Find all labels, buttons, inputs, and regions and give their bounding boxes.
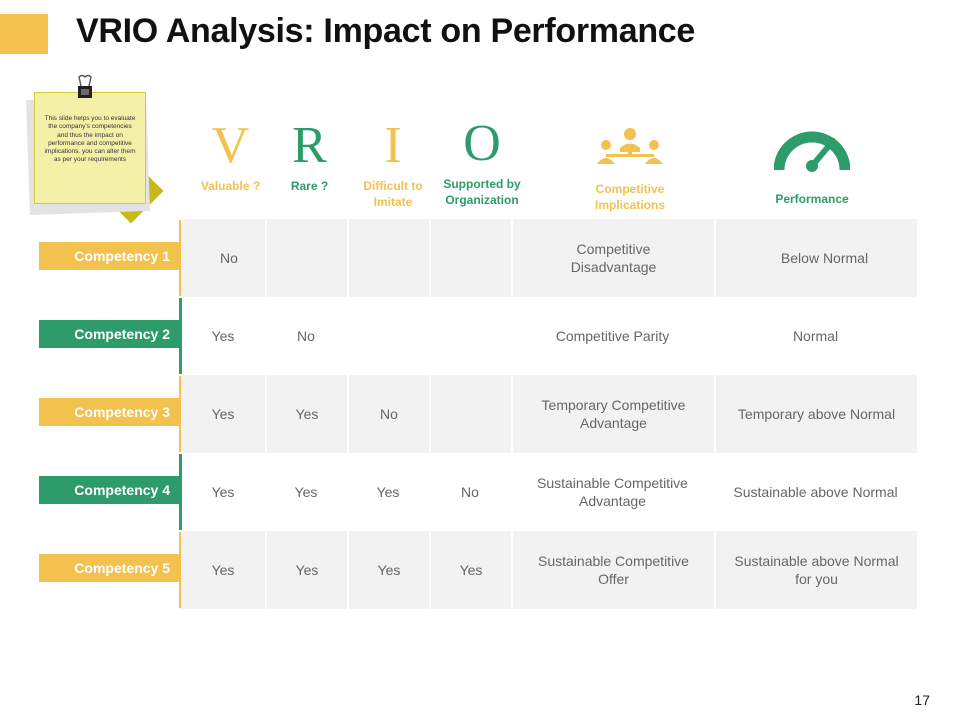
letter-o: O <box>463 115 501 172</box>
header-imitate-label: Difficult to Imitate <box>363 179 423 209</box>
cell-valuable: Yes <box>211 328 235 344</box>
team-icon <box>597 128 663 164</box>
cell-implication: Temporary Competitive Advantage <box>511 375 714 453</box>
cell-organization <box>429 219 511 297</box>
cell-implication: Sustainable Competitive Advantage <box>537 475 688 509</box>
cell-valuable: Yes <box>211 484 235 500</box>
cell-rare: Yes <box>294 484 318 500</box>
competency-3-label: Competency 3 <box>39 398 180 426</box>
row-line-3 <box>179 376 182 452</box>
header-imitate: I Difficult to Imitate <box>353 120 433 210</box>
letter-r: R <box>292 117 327 174</box>
competency-4-label: Competency 4 <box>39 476 180 504</box>
cell-valuable: Yes <box>211 562 235 578</box>
header-rare-label: Rare ? <box>290 179 329 193</box>
header-implications: Competitive Implications <box>580 126 680 213</box>
header-organization-label: Supported by Organization <box>443 177 521 207</box>
cell-valuable: No <box>220 250 238 266</box>
cell-implication: Competitive Disadvantage <box>511 219 714 297</box>
cell-organization <box>429 297 511 375</box>
cell-rare: No <box>297 328 315 344</box>
header-performance: Performance <box>760 130 864 207</box>
header-organization: O Supported by Organization <box>432 118 532 208</box>
row-line-4 <box>179 454 182 530</box>
cell-valuable: Yes <box>211 406 235 422</box>
cell-implication: Competitive Parity <box>555 328 670 344</box>
cell-organization: No <box>461 484 479 500</box>
cell-imitate <box>347 297 429 375</box>
competency-2-label: Competency 2 <box>39 320 180 348</box>
cell-rare <box>265 219 347 297</box>
cell-imitate: Yes <box>347 531 429 609</box>
header-rare: R Rare ? <box>272 120 347 194</box>
cell-imitate: Yes <box>376 484 400 500</box>
cell-organization: Yes <box>429 531 511 609</box>
competency-5-label: Competency 5 <box>39 554 180 582</box>
letter-i: I <box>384 117 402 174</box>
title-accent-block <box>0 14 48 54</box>
row-line-1 <box>179 220 182 296</box>
cell-rare: Yes <box>265 375 347 453</box>
row-line-2 <box>179 298 182 374</box>
binder-clip-icon <box>78 74 92 98</box>
table-row: Yes Yes Yes Yes Sustainable Competitive … <box>181 531 917 609</box>
cell-performance: Normal <box>792 328 839 344</box>
cell-performance: Sustainable above Normal for you <box>714 531 917 609</box>
page-number: 17 <box>914 692 930 708</box>
cell-organization <box>429 375 511 453</box>
header-performance-label: Performance <box>775 192 849 206</box>
cell-implication: Sustainable Competitive Offer <box>511 531 714 609</box>
page-title: VRIO Analysis: Impact on Performance <box>76 12 696 50</box>
cell-imitate: No <box>347 375 429 453</box>
table-row: Yes No Competitive Parity Normal <box>181 297 917 375</box>
table-row: Yes Yes Yes No Sustainable Competitive A… <box>181 453 917 531</box>
cell-performance: Sustainable above Normal <box>733 484 898 500</box>
header-valuable: V Valuable ? <box>193 120 268 194</box>
competency-1-label: Competency 1 <box>39 242 180 270</box>
table-row: Yes Yes No Temporary Competitive Advanta… <box>181 375 917 453</box>
cell-performance: Below Normal <box>714 219 917 297</box>
gauge-icon <box>773 131 851 172</box>
header-implications-label: Competitive Implications <box>594 182 665 212</box>
letter-v: V <box>211 117 250 174</box>
header-valuable-label: Valuable ? <box>200 179 261 193</box>
sticky-note: This slide helps you to evaluate the com… <box>34 92 146 204</box>
vrio-table: No Competitive Disadvantage Below Normal… <box>181 219 917 609</box>
table-row: No Competitive Disadvantage Below Normal <box>181 219 917 297</box>
cell-rare: Yes <box>265 531 347 609</box>
cell-imitate <box>347 219 429 297</box>
cell-performance: Temporary above Normal <box>714 375 917 453</box>
row-line-5 <box>179 532 182 608</box>
